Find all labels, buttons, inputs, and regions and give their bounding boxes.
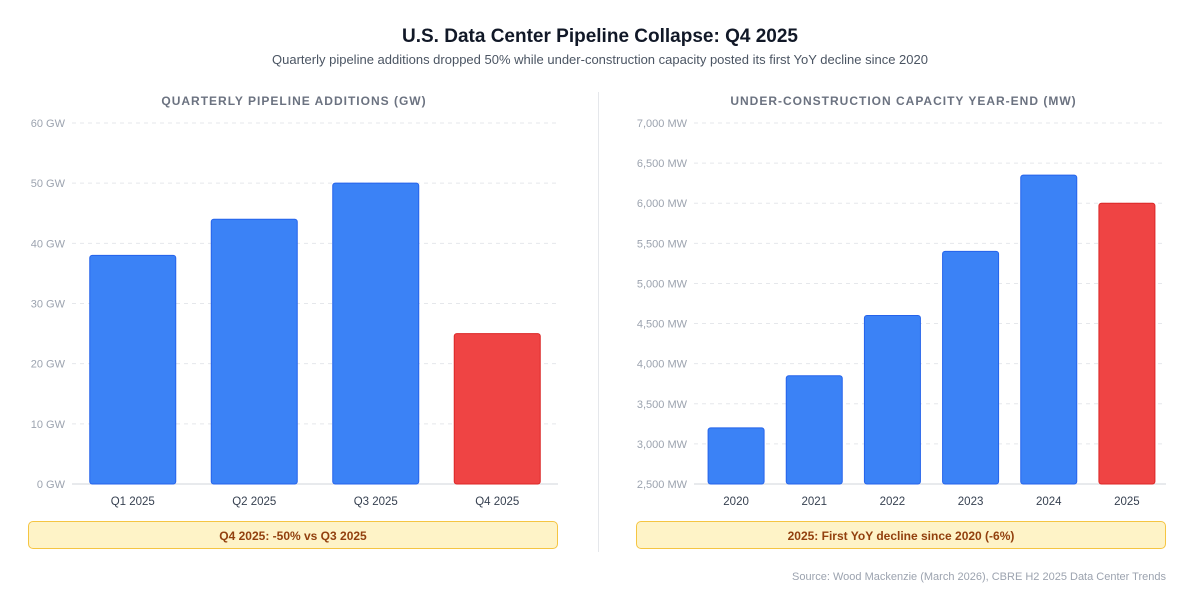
left-panel-title: QUARTERLY PIPELINE ADDITIONS (GW)	[161, 94, 427, 108]
x-tick-label: 2021	[801, 496, 827, 508]
bar-2025	[1098, 202, 1156, 485]
x-tick-label: Q2 2025	[232, 496, 276, 508]
x-tick-label: 2023	[958, 496, 984, 508]
y-tick-label: 10 GW	[31, 419, 66, 431]
x-tick-label: Q1 2025	[111, 496, 155, 508]
bar-q2-2025	[210, 218, 298, 485]
y-tick-label: 0 GW	[37, 479, 66, 491]
chart-title: U.S. Data Center Pipeline Collapse: Q4 2…	[402, 26, 798, 47]
under-construction-chart: 2,500 MW 3,000 MW 3,500 MW 4,000 MW 4,500 MW…	[637, 118, 1166, 508]
x-tick-label: 2020	[723, 496, 749, 508]
y-tick-label: 3,000 MW	[637, 439, 688, 451]
y-tick-label: 30 GW	[31, 299, 66, 311]
x-tick-label: Q4 2025	[475, 496, 519, 508]
bar-2023	[942, 250, 1000, 485]
y-tick-label: 4,000 MW	[637, 359, 688, 371]
panel-divider	[598, 92, 599, 552]
y-tick-label: 3,500 MW	[637, 399, 688, 411]
y-tick-label: 2,500 MW	[637, 479, 688, 491]
bar-2022	[863, 315, 921, 485]
y-tick-label: 5,500 MW	[637, 238, 688, 250]
bar-q3-2025	[332, 182, 420, 485]
bar-2020	[707, 427, 765, 485]
chart-subtitle: Quarterly pipeline additions dropped 50%…	[272, 52, 928, 67]
y-tick-label: 40 GW	[31, 238, 66, 250]
capacity-callout: 2025: First YoY decline since 2020 (-6%)	[636, 521, 1166, 549]
x-tick-label: Q3 2025	[354, 496, 398, 508]
right-panel-title: UNDER-CONSTRUCTION CAPACITY YEAR-END (MW…	[730, 94, 1077, 108]
bar-q4-2025	[453, 333, 541, 485]
x-tick-label: 2024	[1036, 496, 1062, 508]
bar-2021	[785, 375, 843, 485]
y-tick-label: 7,000 MW	[637, 118, 688, 130]
y-tick-label: 5,000 MW	[637, 278, 688, 290]
y-tick-label: 4,500 MW	[637, 319, 688, 331]
bar-q1-2025	[89, 254, 177, 485]
y-tick-label: 50 GW	[31, 178, 66, 190]
pipeline-callout: Q4 2025: -50% vs Q3 2025	[28, 521, 558, 549]
y-tick-label: 20 GW	[31, 359, 66, 371]
pipeline-additions-chart: 0 GW 10 GW 20 GW 30 GW 40 GW 50 GW 60 GW Q1 202…	[31, 118, 558, 508]
source-note: Source: Wood Mackenzie (March 2026), CBR…	[792, 571, 1166, 583]
y-tick-label: 6,500 MW	[637, 158, 688, 170]
x-tick-label: 2022	[880, 496, 906, 508]
x-tick-label: 2025	[1114, 496, 1140, 508]
y-tick-label: 6,000 MW	[637, 198, 688, 210]
bar-2024	[1020, 174, 1078, 485]
y-tick-label: 60 GW	[31, 118, 66, 130]
